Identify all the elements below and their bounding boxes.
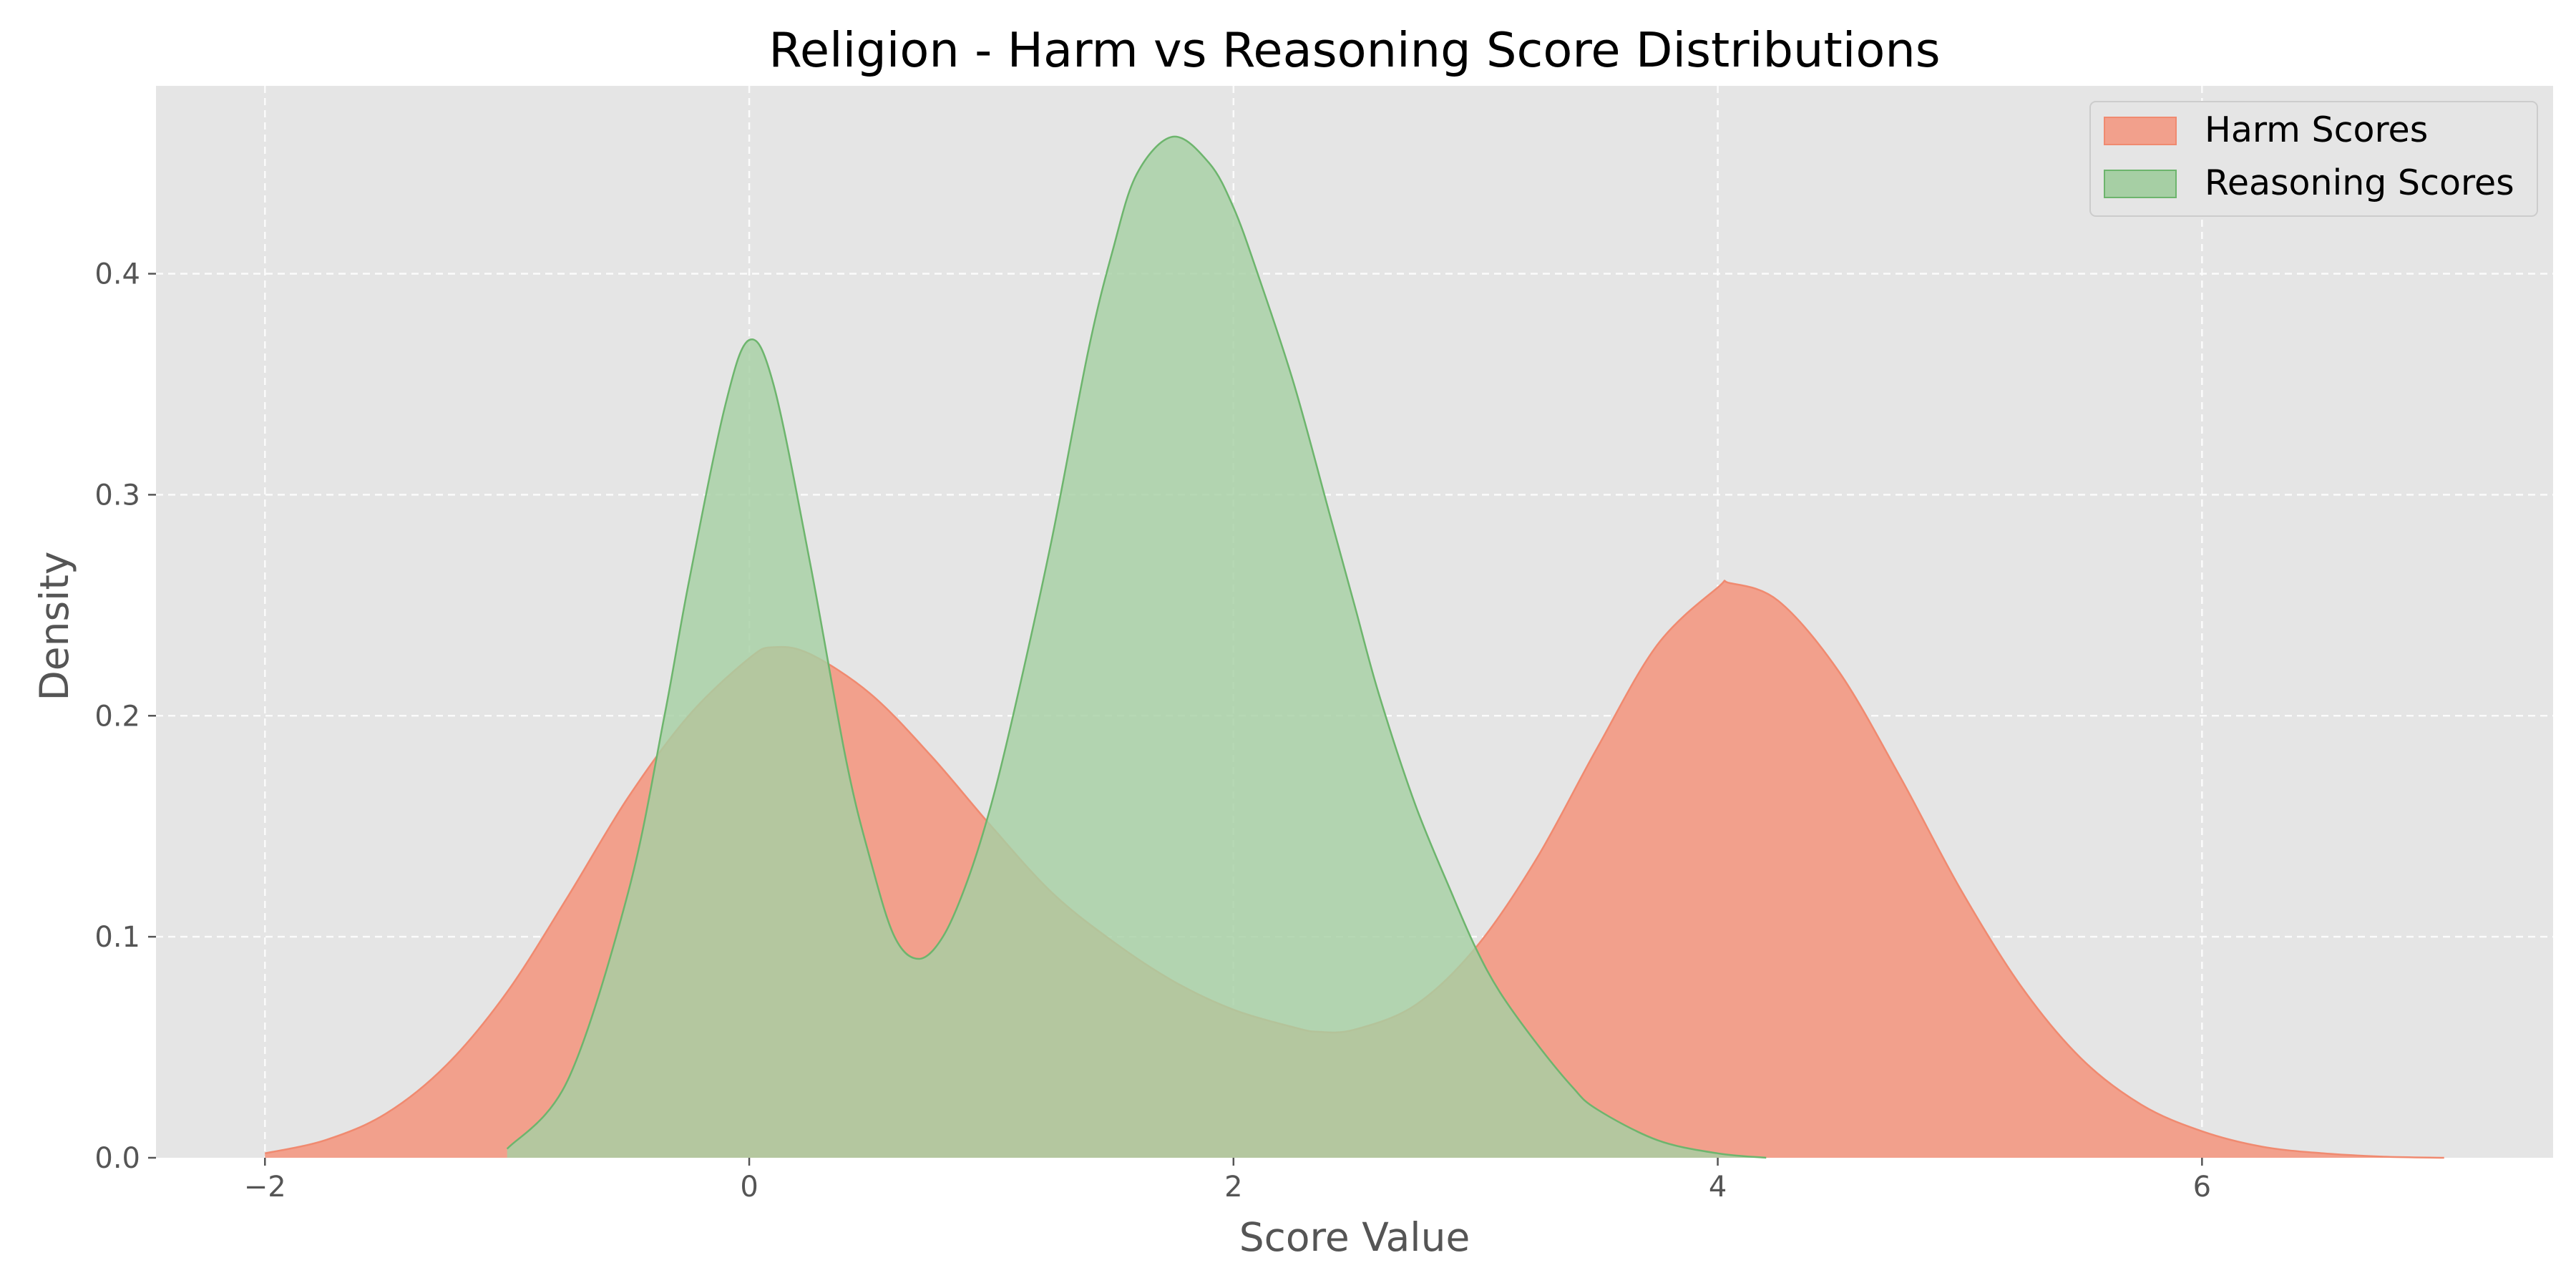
y-tick-label: 0.1: [94, 921, 140, 954]
chart-title: Religion - Harm vs Reasoning Score Distr…: [769, 22, 1940, 78]
y-tick-label: 0.0: [94, 1142, 140, 1175]
y-tick-label: 0.3: [94, 479, 140, 512]
x-axis-label: Score Value: [1239, 1214, 1470, 1260]
y-axis-ticks: 0.0 0.1 0.2 0.3 0.4: [94, 258, 156, 1175]
reasoning-scores-legend-label: Reasoning Scores: [2205, 162, 2514, 203]
reasoning-scores-line: [506, 135, 1767, 1159]
density-areas: [265, 135, 2444, 1159]
x-tick-label: 6: [2193, 1171, 2211, 1204]
y-axis-label: Density: [31, 551, 77, 701]
legend-box: [2089, 101, 2538, 217]
y-tick-label: 0.4: [94, 258, 140, 291]
x-tick-label: 0: [740, 1171, 758, 1204]
x-tick-label: −2: [244, 1171, 286, 1204]
legend: Harm Scores Reasoning Scores: [2089, 101, 2538, 217]
reasoning-scores-area: [507, 136, 1767, 1158]
y-tick-label: 0.2: [94, 700, 140, 733]
x-tick-label: 2: [1224, 1171, 1242, 1204]
x-tick-label: 4: [1709, 1171, 1727, 1204]
harm-scores-legend-swatch: [2104, 117, 2177, 145]
reasoning-scores-legend-swatch: [2104, 170, 2177, 198]
harm-scores-legend-label: Harm Scores: [2205, 109, 2428, 150]
x-axis-ticks: −2 0 2 4 6: [244, 1158, 2211, 1204]
